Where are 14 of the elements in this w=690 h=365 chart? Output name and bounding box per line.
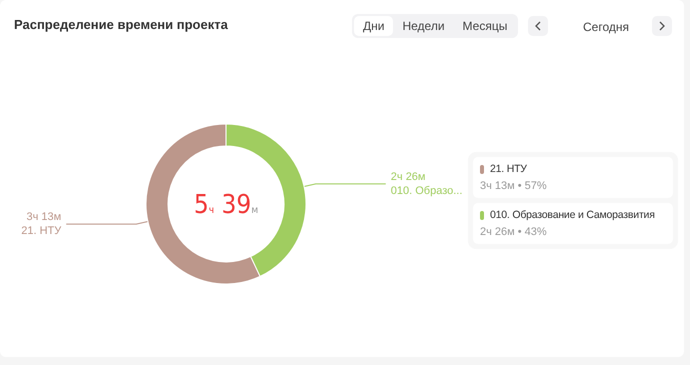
chart-title: Распределение времени проекта <box>14 17 228 32</box>
text: 5ч 39м <box>194 190 258 220</box>
legend-label: 010. Образование и Саморазвития <box>489 209 656 221</box>
text: Месяцы <box>462 18 508 35</box>
legend-label: 21. НТУ <box>489 163 528 175</box>
text: 2ч 26м <box>390 170 426 183</box>
text: Сегодня <box>583 20 629 34</box>
data-label: 2ч 26м • 43% <box>480 226 548 238</box>
text: 010. Образо... <box>390 184 462 197</box>
slice-label: 21. НТУ <box>21 225 62 238</box>
text: 3ч 13м <box>26 211 62 224</box>
data-label: 3ч 13м • 57% <box>480 180 548 192</box>
text: Недели <box>401 18 446 35</box>
text: Дни <box>354 16 394 36</box>
